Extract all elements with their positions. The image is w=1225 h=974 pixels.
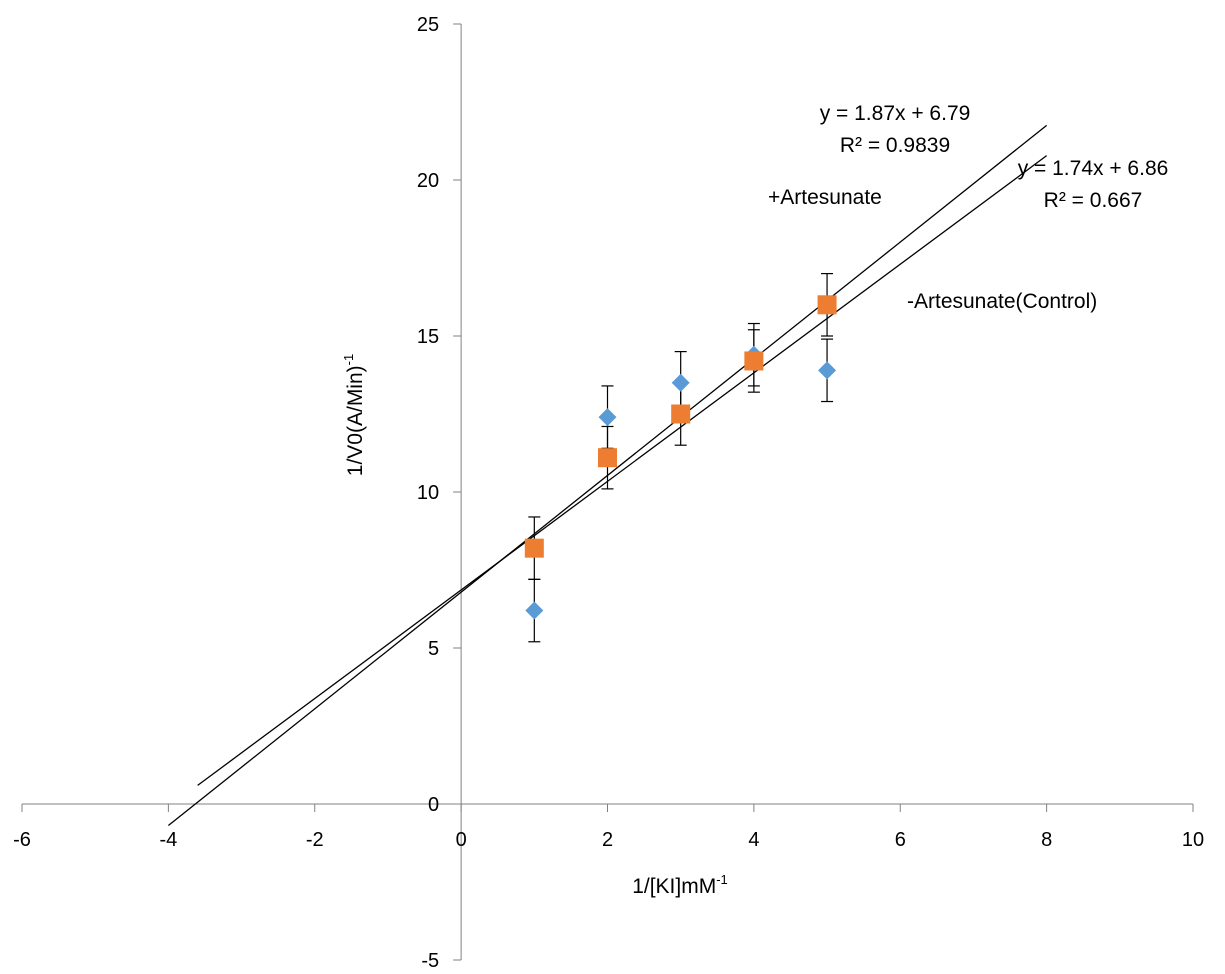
error-bars	[528, 273, 834, 643]
y-tick-label: 15	[417, 326, 439, 348]
diamond-point	[525, 601, 544, 620]
equation-1: y = 1.87x + 6.79	[820, 102, 971, 125]
square-point	[671, 404, 691, 424]
y-tick-label: 5	[428, 638, 439, 660]
y-tick-label: 10	[417, 482, 439, 504]
diamond-point	[598, 408, 617, 427]
axes	[21, 23, 1194, 961]
y-tick-label: 20	[417, 170, 439, 192]
equation-2: y = 1.74x + 6.86	[1018, 157, 1169, 180]
x-tick-label: 8	[1041, 829, 1052, 851]
x-tick-label: 6	[895, 829, 906, 851]
square-point	[744, 351, 764, 371]
x-tick-label: -4	[159, 829, 177, 851]
square-point	[524, 538, 544, 558]
trendline-2	[197, 155, 1048, 786]
diamond-point	[671, 373, 690, 392]
x-axis-title: 1/[KI]mM-1	[632, 872, 728, 898]
x-tick-label: 2	[602, 829, 613, 851]
x-tick-label: 10	[1182, 829, 1204, 851]
diamond-point	[818, 361, 837, 380]
x-tick-label: 0	[456, 829, 467, 851]
data-points	[524, 295, 837, 620]
plus-artesunate-label: +Artesunate	[768, 186, 882, 209]
y-tick-label: 0	[428, 794, 439, 816]
r-squared-2: R² = 0.667	[1044, 189, 1143, 212]
y-tick-label: -5	[421, 950, 439, 972]
r-squared-1: R² = 0.9839	[840, 134, 950, 157]
y-tick-label: 25	[417, 14, 439, 36]
x-tick-label: -2	[306, 829, 324, 851]
x-tick-label: -6	[13, 829, 31, 851]
tick-labels: -6 -4 -2 0 2 4 6 8 10 -5 0 5 10 15 20 25	[13, 14, 1204, 972]
minus-artesunate-label: -Artesunate(Control)	[907, 290, 1097, 313]
y-axis-title: 1/V0(A/Min)-1	[341, 354, 367, 476]
x-tick-label: 4	[748, 829, 759, 851]
square-point	[598, 448, 617, 468]
square-point	[817, 295, 837, 315]
